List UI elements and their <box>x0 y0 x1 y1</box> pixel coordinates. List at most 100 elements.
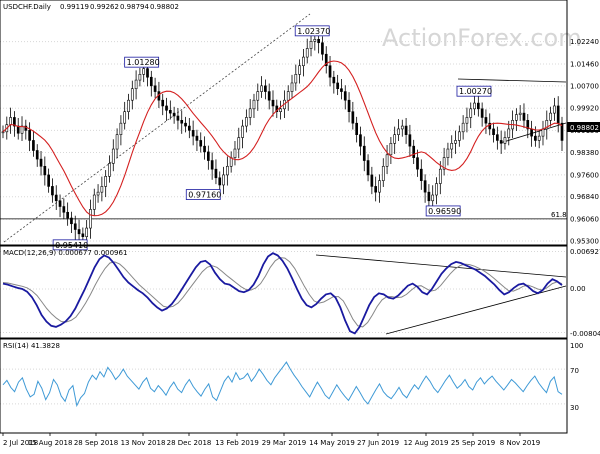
macd-lower-trendline <box>385 285 567 335</box>
last-price-label: 0.98802 <box>570 124 599 132</box>
candle-body <box>347 99 351 112</box>
price-annotation-box <box>294 25 330 37</box>
candle-body <box>1 131 5 134</box>
candle-body <box>454 140 457 144</box>
triangle-lower-line <box>499 122 567 144</box>
candle-body <box>412 145 416 158</box>
x-tick-label: 29 Mar 2019 <box>262 439 306 447</box>
x-tick-label: 28 Sep 2018 <box>74 439 118 447</box>
candle-body <box>484 117 488 124</box>
candle-body <box>43 165 47 176</box>
rsi-ytick-70: 70 <box>570 367 579 375</box>
candle-body <box>73 223 77 230</box>
price-annotation-label: 1.02370 <box>297 27 330 36</box>
candle-body <box>496 134 499 141</box>
moving-average-line <box>2 60 563 217</box>
candle-body <box>423 180 427 193</box>
candle-body <box>172 112 176 117</box>
candle-body <box>70 217 73 225</box>
candle-body <box>545 120 549 130</box>
candle-body <box>313 38 317 42</box>
candle-body <box>397 128 400 135</box>
price-ytick-label: 1.02240 <box>570 38 599 46</box>
ohlc-high: 0.99262 <box>90 3 119 11</box>
candle-body <box>442 157 446 170</box>
candle-body <box>226 165 229 176</box>
candle-body <box>435 183 438 196</box>
macd-title: MACD(12,26,9) 0.000677 0.000961 <box>3 249 127 257</box>
candle-body <box>123 111 127 124</box>
rsi-line <box>2 361 563 408</box>
price-annotation-label: 0.96590 <box>428 207 461 216</box>
candle-body <box>389 143 393 156</box>
candle-body <box>24 125 28 131</box>
candle-body <box>51 186 54 196</box>
candle-body <box>553 105 556 114</box>
macd-signal-line <box>2 257 563 328</box>
candle-body <box>115 134 119 150</box>
candle-body <box>324 53 328 67</box>
candle-body <box>393 134 397 144</box>
candle-body <box>507 128 511 138</box>
candle-body <box>526 120 530 130</box>
candle-body <box>149 76 153 87</box>
candle-body <box>419 168 423 181</box>
candle-body <box>58 200 62 207</box>
candle-body <box>237 137 241 150</box>
candle-body <box>336 82 339 90</box>
triangle-upper-line <box>457 78 567 83</box>
candle-body <box>13 117 16 127</box>
candle-body <box>560 122 564 141</box>
macd-ytick-bottom: -0.008049 <box>570 330 600 338</box>
candle-body <box>343 91 347 101</box>
price-ytick-label: 0.97600 <box>570 171 599 179</box>
candle-body <box>362 145 366 161</box>
candle-body <box>366 160 370 176</box>
candle-body <box>161 99 165 107</box>
x-tick-label: 2 Jul 2018 <box>3 439 38 447</box>
candle-body <box>191 130 195 137</box>
price-ytick-label: 0.96840 <box>570 193 599 201</box>
last-price-box <box>567 122 600 132</box>
candle-body <box>492 128 495 135</box>
price-ytick-label: 0.98380 <box>570 149 599 157</box>
macd-panel-frame <box>0 245 568 339</box>
candle-body <box>385 154 389 167</box>
candle-body <box>92 194 96 210</box>
rsi-title: RSI(14) 41.3828 <box>3 342 60 350</box>
candle-body <box>146 68 149 78</box>
candle-body <box>203 145 206 153</box>
candle-body <box>446 148 450 158</box>
candle-body <box>267 91 271 101</box>
candle-body <box>252 99 256 110</box>
candle-body <box>130 88 134 101</box>
candle-body <box>127 99 130 112</box>
macd-ytick-top: 0.006927 <box>570 248 600 256</box>
candle-body <box>199 140 203 147</box>
x-tick-label: 14 May 2019 <box>309 439 355 447</box>
watermark: ActionForex.com <box>382 24 582 52</box>
candle-body <box>469 108 473 118</box>
x-tick-label: 27 Jun 2019 <box>357 439 399 447</box>
price-ytick-label: 0.99920 <box>570 105 599 113</box>
candle-body <box>187 125 191 131</box>
price-ytick-label: 0.95300 <box>570 238 599 246</box>
candle-body <box>35 150 39 160</box>
candle-body <box>381 165 385 181</box>
candle-body <box>408 134 412 147</box>
price-annotation-box <box>124 56 160 68</box>
candle-body <box>111 148 115 164</box>
price-annotation-label: 0.97160 <box>188 191 221 200</box>
candle-body <box>275 105 279 112</box>
ohlc-open: 0.99119 <box>60 3 89 11</box>
candle-body <box>370 174 374 187</box>
candle-body <box>465 117 469 124</box>
candle-body <box>534 135 537 141</box>
rsi-panel: RSI(14) 41.3828 100 70 30 <box>0 338 583 434</box>
candle-body <box>556 105 560 124</box>
candle-body <box>317 38 320 44</box>
candle-body <box>180 120 184 124</box>
candle-body <box>119 122 123 135</box>
